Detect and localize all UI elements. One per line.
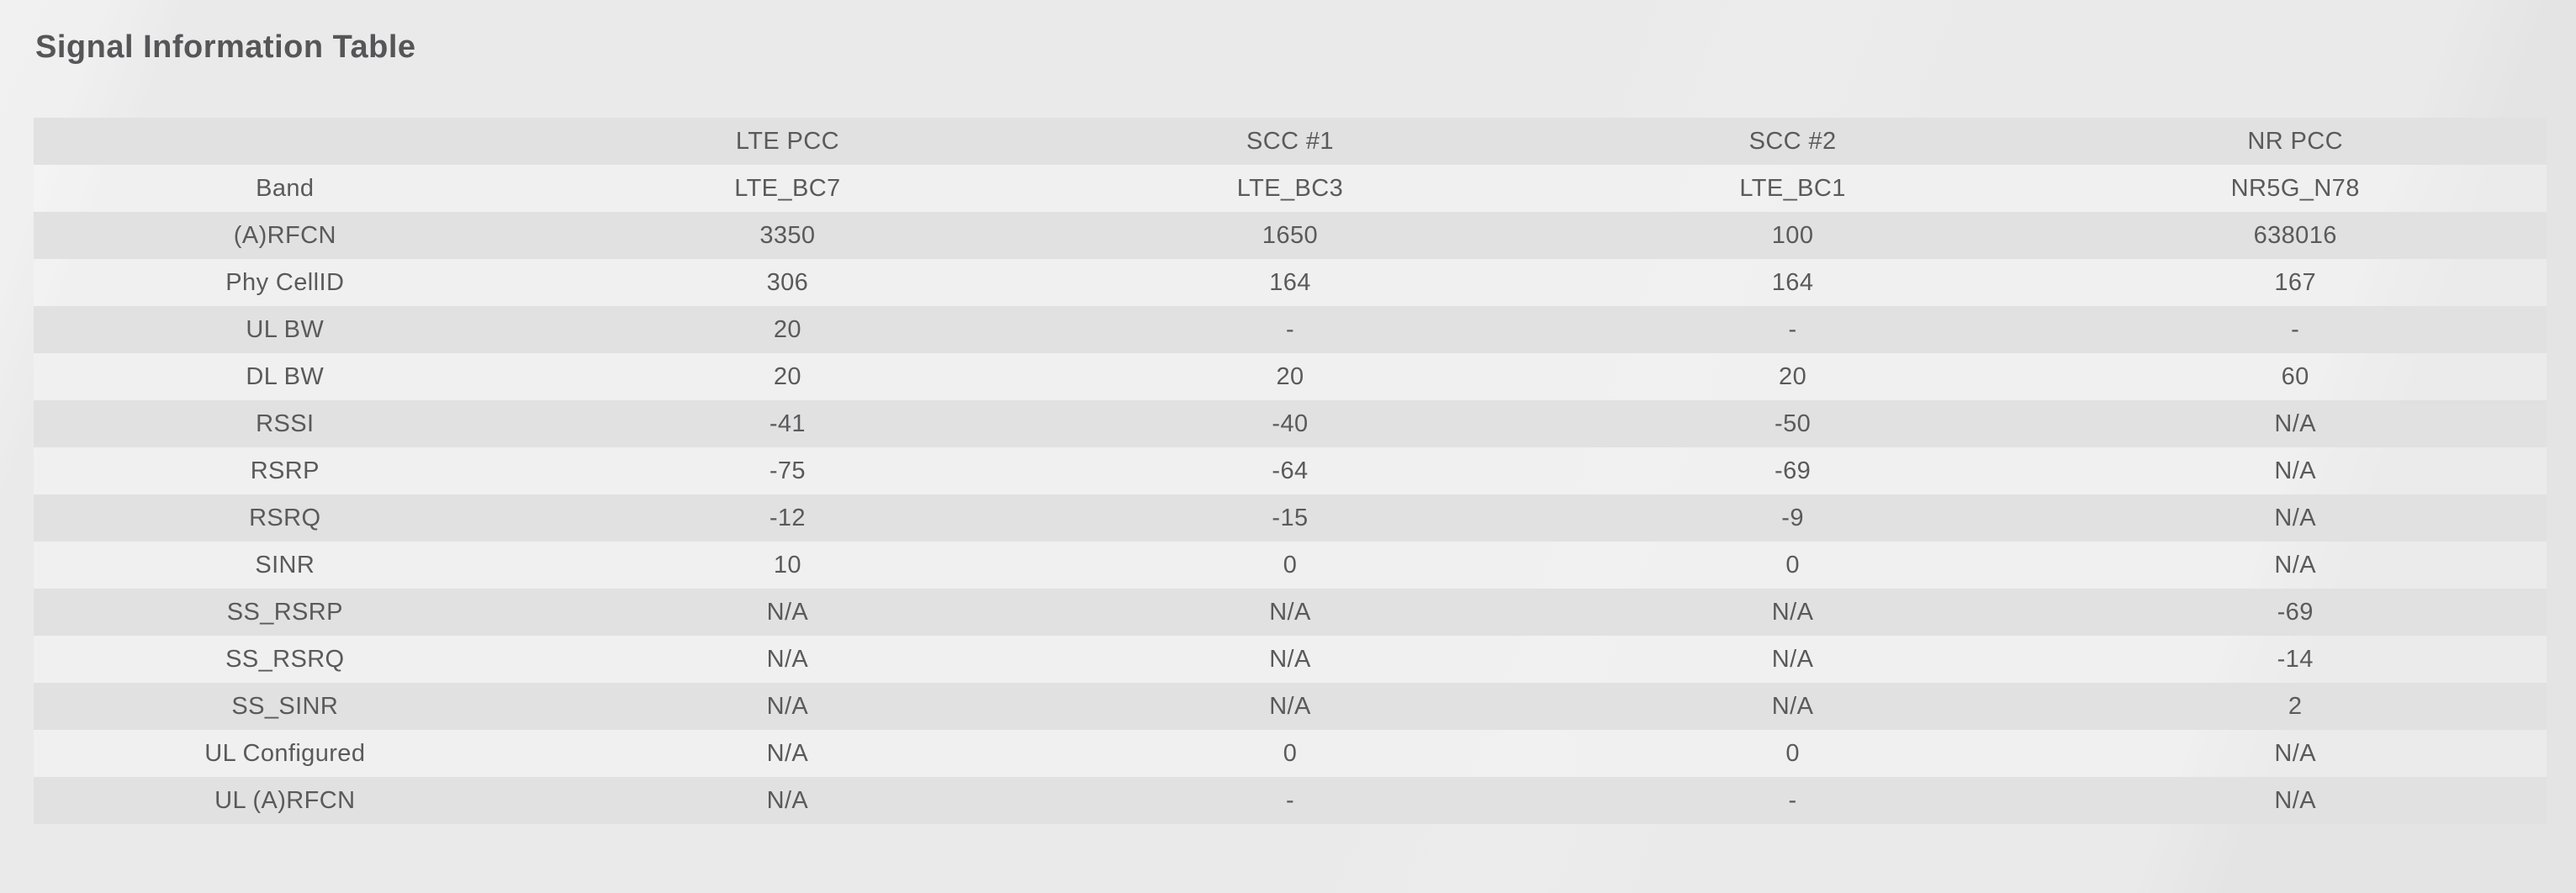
cell-value: 0 (1283, 739, 1298, 767)
table-row-rsrp: RSRP -75 -64 -69 N/A (34, 447, 2547, 494)
cell-value: 10 (773, 551, 801, 579)
row-label: UL BW (246, 315, 325, 343)
cell-value: -14 (2277, 645, 2314, 673)
cell-value: N/A (2274, 410, 2316, 437)
column-header-scc-2: SCC #2 (1748, 127, 1837, 155)
cell-value: -69 (1775, 457, 1812, 484)
cell-value: NR5G_N78 (2230, 174, 2360, 202)
cell-value: - (1285, 315, 1295, 343)
table-row-arfcn: (A)RFCN 3350 1650 100 638016 (34, 212, 2547, 259)
cell-value: -12 (769, 504, 806, 531)
row-label: (A)RFCN (233, 221, 336, 249)
cell-value: 167 (2274, 268, 2316, 296)
cell-value: 0 (1785, 551, 1800, 579)
cell-value: N/A (1771, 692, 1814, 720)
cell-value: 0 (1283, 551, 1298, 579)
cell-value: -9 (1781, 504, 1804, 531)
table-row-phy-cellid: Phy CellID 306 164 164 167 (34, 259, 2547, 306)
row-label: Band (256, 174, 315, 202)
cell-value: N/A (2274, 504, 2316, 531)
cell-value: 638016 (2253, 221, 2337, 249)
signal-information-table: LTE PCC SCC #1 SCC #2 NR PCC Band LTE_BC… (34, 118, 2547, 824)
cell-value: 164 (1771, 268, 1814, 296)
cell-value: N/A (2274, 551, 2316, 579)
cell-value: LTE_BC3 (1236, 174, 1344, 202)
row-label: SS_RSRQ (225, 645, 345, 673)
row-label: RSRP (250, 457, 320, 484)
cell-value: 20 (1276, 362, 1304, 390)
cell-value: N/A (2274, 786, 2316, 814)
row-label: SS_SINR (231, 692, 339, 720)
table-row-dl-bw: DL BW 20 20 20 60 (34, 353, 2547, 400)
cell-value: N/A (766, 692, 809, 720)
table-row-rssi: RSSI -41 -40 -50 N/A (34, 400, 2547, 447)
table-row-ul-bw: UL BW 20 - - - (34, 306, 2547, 353)
table-row-ss-rsrq: SS_RSRQ N/A N/A N/A -14 (34, 636, 2547, 683)
cell-value: -75 (769, 457, 806, 484)
cell-value: N/A (1269, 692, 1311, 720)
row-label: RSRQ (249, 504, 321, 531)
cell-value: N/A (1269, 598, 1311, 626)
row-label: UL (A)RFCN (214, 786, 356, 814)
cell-value: N/A (766, 739, 809, 767)
row-label: Phy CellID (225, 268, 345, 296)
cell-value: N/A (766, 598, 809, 626)
cell-value: N/A (1771, 645, 1814, 673)
row-label: SS_RSRP (226, 598, 343, 626)
cell-value: -64 (1272, 457, 1309, 484)
table-row-ss-rsrp: SS_RSRP N/A N/A N/A -69 (34, 589, 2547, 636)
cell-value: N/A (1771, 598, 1814, 626)
cell-value: LTE_BC1 (1739, 174, 1846, 202)
cell-value: 20 (1779, 362, 1807, 390)
table-row-sinr: SINR 10 0 0 N/A (34, 542, 2547, 589)
table-row-ul-arfcn: UL (A)RFCN N/A - - N/A (34, 777, 2547, 824)
table-header-row: LTE PCC SCC #1 SCC #2 NR PCC (34, 118, 2547, 165)
row-label: SINR (255, 551, 315, 579)
cell-value: -50 (1775, 410, 1812, 437)
table-row-band: Band LTE_BC7 LTE_BC3 LTE_BC1 NR5G_N78 (34, 165, 2547, 212)
cell-value: 2 (2288, 692, 2303, 720)
cell-value: LTE_BC7 (734, 174, 841, 202)
row-label: UL Configured (204, 739, 366, 767)
cell-value: 100 (1771, 221, 1814, 249)
cell-value: - (2291, 315, 2300, 343)
column-header-scc-1: SCC #1 (1246, 127, 1334, 155)
cell-value: N/A (2274, 457, 2316, 484)
cell-value: 20 (773, 362, 801, 390)
cell-value: - (1285, 786, 1295, 814)
row-label: DL BW (246, 362, 325, 390)
cell-value: 1650 (1262, 221, 1319, 249)
cell-value: 0 (1785, 739, 1800, 767)
cell-value: N/A (2274, 739, 2316, 767)
column-header-lte-pcc: LTE PCC (735, 127, 839, 155)
cell-value: -40 (1272, 410, 1309, 437)
page-title: Signal Information Table (35, 29, 416, 65)
cell-value: - (1788, 315, 1797, 343)
table-row-rsrq: RSRQ -12 -15 -9 N/A (34, 494, 2547, 542)
table-row-ss-sinr: SS_SINR N/A N/A N/A 2 (34, 683, 2547, 730)
cell-value: 20 (773, 315, 801, 343)
column-header-nr-pcc: NR PCC (2247, 127, 2343, 155)
cell-value: 306 (766, 268, 809, 296)
cell-value: -15 (1272, 504, 1309, 531)
cell-value: N/A (1269, 645, 1311, 673)
cell-value: N/A (766, 786, 809, 814)
cell-value: 3350 (759, 221, 816, 249)
cell-value: - (1788, 786, 1797, 814)
cell-value: N/A (766, 645, 809, 673)
cell-value: 164 (1269, 268, 1311, 296)
row-label: RSSI (256, 410, 315, 437)
table-row-ul-configured: UL Configured N/A 0 0 N/A (34, 730, 2547, 777)
cell-value: 60 (2281, 362, 2309, 390)
column-header-metric (34, 118, 537, 165)
cell-value: -41 (769, 410, 806, 437)
cell-value: -69 (2277, 598, 2314, 626)
